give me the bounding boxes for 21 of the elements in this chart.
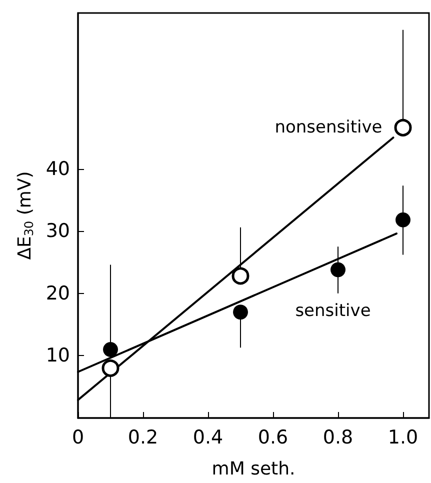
y-tick-label: 40 (46, 158, 70, 180)
point (233, 304, 248, 320)
point (103, 342, 118, 357)
point (330, 262, 346, 278)
series-label: nonsensitive (274, 118, 382, 138)
x-tick-label: 0 (72, 426, 84, 448)
x-tick-label: 0.6 (258, 426, 288, 448)
x-tick-label: 0.4 (192, 426, 224, 448)
point (394, 118, 412, 136)
y-tick-label: 20 (46, 282, 70, 304)
x-tick-label: 0.2 (128, 426, 158, 448)
point (396, 212, 410, 228)
x-axis-title: mM seth. (212, 458, 296, 480)
y-axis-title: ΔE30 (mV) (14, 171, 36, 260)
x-tick-label: 1.0 (388, 426, 418, 448)
point (102, 359, 120, 377)
series-label: sensitive (295, 300, 371, 321)
x-tick-label: 0.8 (322, 426, 354, 448)
y-tick-label: 30 (46, 220, 70, 242)
point (232, 267, 250, 285)
y-tick-label: 10 (46, 344, 70, 367)
